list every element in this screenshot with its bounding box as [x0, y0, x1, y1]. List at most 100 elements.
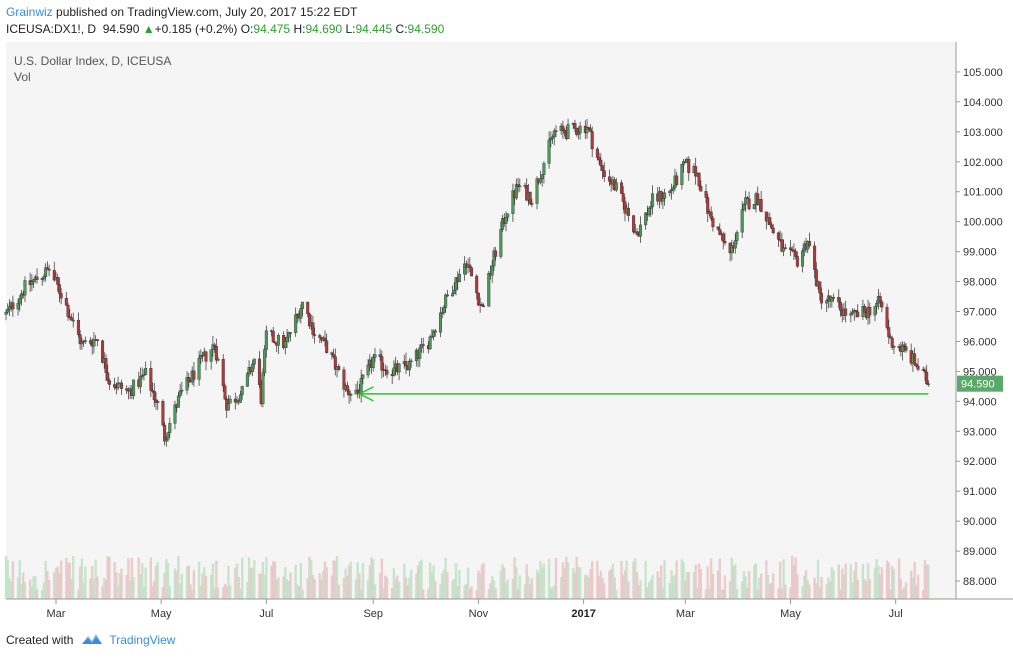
volume-bar [801, 586, 804, 599]
candle-body [342, 369, 346, 390]
tradingview-logo-icon[interactable] [81, 633, 103, 649]
volume-bar [259, 573, 263, 599]
candle-body [744, 197, 748, 205]
candle-body [730, 245, 734, 254]
candle-body [482, 305, 486, 308]
candle-body [442, 307, 446, 313]
volume-bar [58, 573, 61, 599]
x-tick-label: 2017 [571, 608, 595, 620]
volume-bar [892, 569, 896, 599]
y-tick-label: 92.000 [963, 456, 997, 468]
author-link[interactable]: Grainwiz [6, 5, 53, 19]
volume-bar [649, 580, 653, 599]
candle-body [168, 423, 172, 433]
candle-body [644, 212, 648, 226]
volume-bar [470, 586, 473, 599]
volume-bar [378, 573, 382, 599]
volume-bar [94, 559, 97, 599]
candle-body [470, 267, 474, 277]
tradingview-link[interactable]: TradingView [109, 633, 176, 647]
candle-body [771, 227, 775, 234]
volume-bar [273, 561, 277, 599]
candle-body [902, 344, 906, 347]
plot-area[interactable] [6, 42, 956, 599]
volume-bar [216, 587, 220, 599]
quote-bar: ICEUSA:DX1!, D 94.590 ▲+0.185 (+0.2%) O:… [6, 21, 444, 37]
volume-bar [482, 562, 485, 599]
candle-body [540, 174, 544, 179]
volume-bar [446, 572, 449, 599]
candle-body [814, 269, 818, 287]
candle-body [238, 394, 242, 403]
volume-bar [759, 573, 763, 599]
volume-bar [222, 587, 225, 599]
y-tick-label: 100.000 [963, 217, 1003, 229]
volume-bar [70, 578, 73, 599]
volume-bar [137, 557, 140, 599]
time-axis[interactable]: Mar May Jul Sep Nov 2017 Mar May Jul [47, 599, 903, 620]
price-chart[interactable]: 105.000 104.000 103.000 102.000 101.000 100.0… [0, 42, 1013, 627]
volume-bar [525, 564, 528, 599]
volume-bar [427, 588, 430, 599]
volume-bar [596, 560, 599, 599]
volume-bar [299, 562, 303, 599]
candle-body [428, 336, 432, 350]
candle-body [16, 302, 20, 310]
volume-bar [597, 576, 601, 599]
candle-body [45, 267, 49, 270]
candle-body [904, 346, 908, 351]
candle-body [178, 390, 182, 397]
candle-body [566, 124, 570, 139]
volume-bar [46, 571, 49, 599]
volume-bar [668, 583, 671, 599]
candle-body [64, 297, 68, 306]
volume-bar [204, 576, 208, 599]
volume-bar [865, 581, 868, 599]
volume-bar [189, 584, 192, 599]
candle-body [221, 359, 225, 387]
candle-body [530, 203, 534, 205]
volume-bar [777, 588, 780, 599]
volume-bar [915, 585, 918, 599]
publish-header: Grainwiz published on TradingView.com, J… [6, 4, 357, 20]
candle-body [795, 256, 799, 267]
candle-body [4, 311, 8, 315]
y-tick-label: 95.000 [963, 366, 997, 378]
volume-bar [308, 556, 311, 599]
candle-body [263, 349, 267, 374]
volume-bar [118, 573, 121, 599]
candle-body [451, 293, 455, 297]
volume-bar [125, 575, 128, 599]
volume-bar [92, 579, 96, 599]
candle-body [782, 247, 786, 252]
price-axis[interactable]: 105.000 104.000 103.000 102.000 101.000 100.0… [956, 67, 1003, 588]
volume-bar [368, 565, 371, 599]
x-tick-label: Jul [889, 608, 903, 620]
candle-body [747, 198, 751, 210]
candle-body [164, 438, 168, 442]
volume-bar [142, 586, 146, 599]
volume-bar [101, 585, 104, 599]
candle-body [514, 184, 518, 199]
volume-bar [880, 567, 884, 599]
volume-bar [899, 578, 903, 599]
candle-body [704, 191, 708, 198]
volume-bar [416, 565, 420, 599]
candle-body [409, 360, 413, 363]
volume-bar [130, 557, 134, 599]
candle-body [251, 364, 255, 373]
volume-bar [632, 561, 635, 599]
candle-body [371, 357, 375, 368]
candle-body [788, 247, 792, 250]
x-tick-label: Sep [363, 608, 383, 620]
candle-body [554, 130, 558, 132]
volume-bar [747, 571, 751, 599]
candle-body [742, 204, 746, 210]
volume-bar [187, 565, 190, 599]
candle-body [261, 372, 265, 404]
volume-bar [313, 579, 316, 599]
volume-bar [468, 588, 471, 599]
volume-bar [466, 567, 470, 599]
volume-bar [684, 580, 687, 599]
volume-bar [866, 563, 870, 599]
